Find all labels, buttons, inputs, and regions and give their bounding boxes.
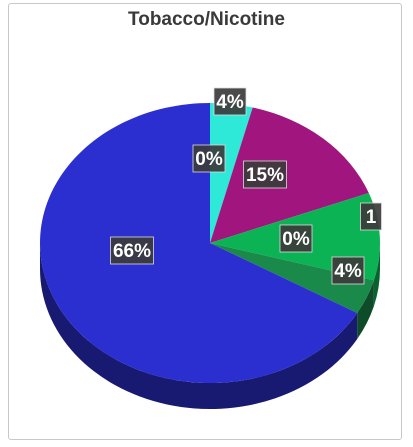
slice-label-6: 66% [110,236,154,265]
svg-text:4%: 4% [334,261,362,282]
slice-label-1: 4% [213,87,247,116]
slice-label-3: 1 [360,202,382,231]
pie-slice-side-3 [373,243,380,307]
svg-text:4%: 4% [216,92,244,113]
pie-slice-side-5 [357,280,374,339]
pie-slice-5[interactable] [210,243,374,313]
svg-text:0%: 0% [195,149,223,170]
svg-text:0%: 0% [282,229,310,250]
pie-slice-6[interactable] [39,103,358,383]
pie-slice-2[interactable] [210,107,369,243]
slice-label-5: 4% [331,256,365,285]
slice-label-4: 0% [279,224,313,253]
slice-label-2: 15% [243,160,287,189]
pie-depth [40,243,380,410]
pie-labels: 0% 4% 15% 1 0% 4% 66% [110,87,382,285]
pie-slice-1[interactable] [210,103,253,243]
slice-label-0: 0% [192,144,226,173]
svg-text:66%: 66% [113,241,151,262]
svg-text:15%: 15% [246,165,284,186]
svg-text:1: 1 [366,207,377,228]
pie-slice-side-6 [40,243,358,410]
chart-title: Tobacco/Nicotine [128,9,285,30]
